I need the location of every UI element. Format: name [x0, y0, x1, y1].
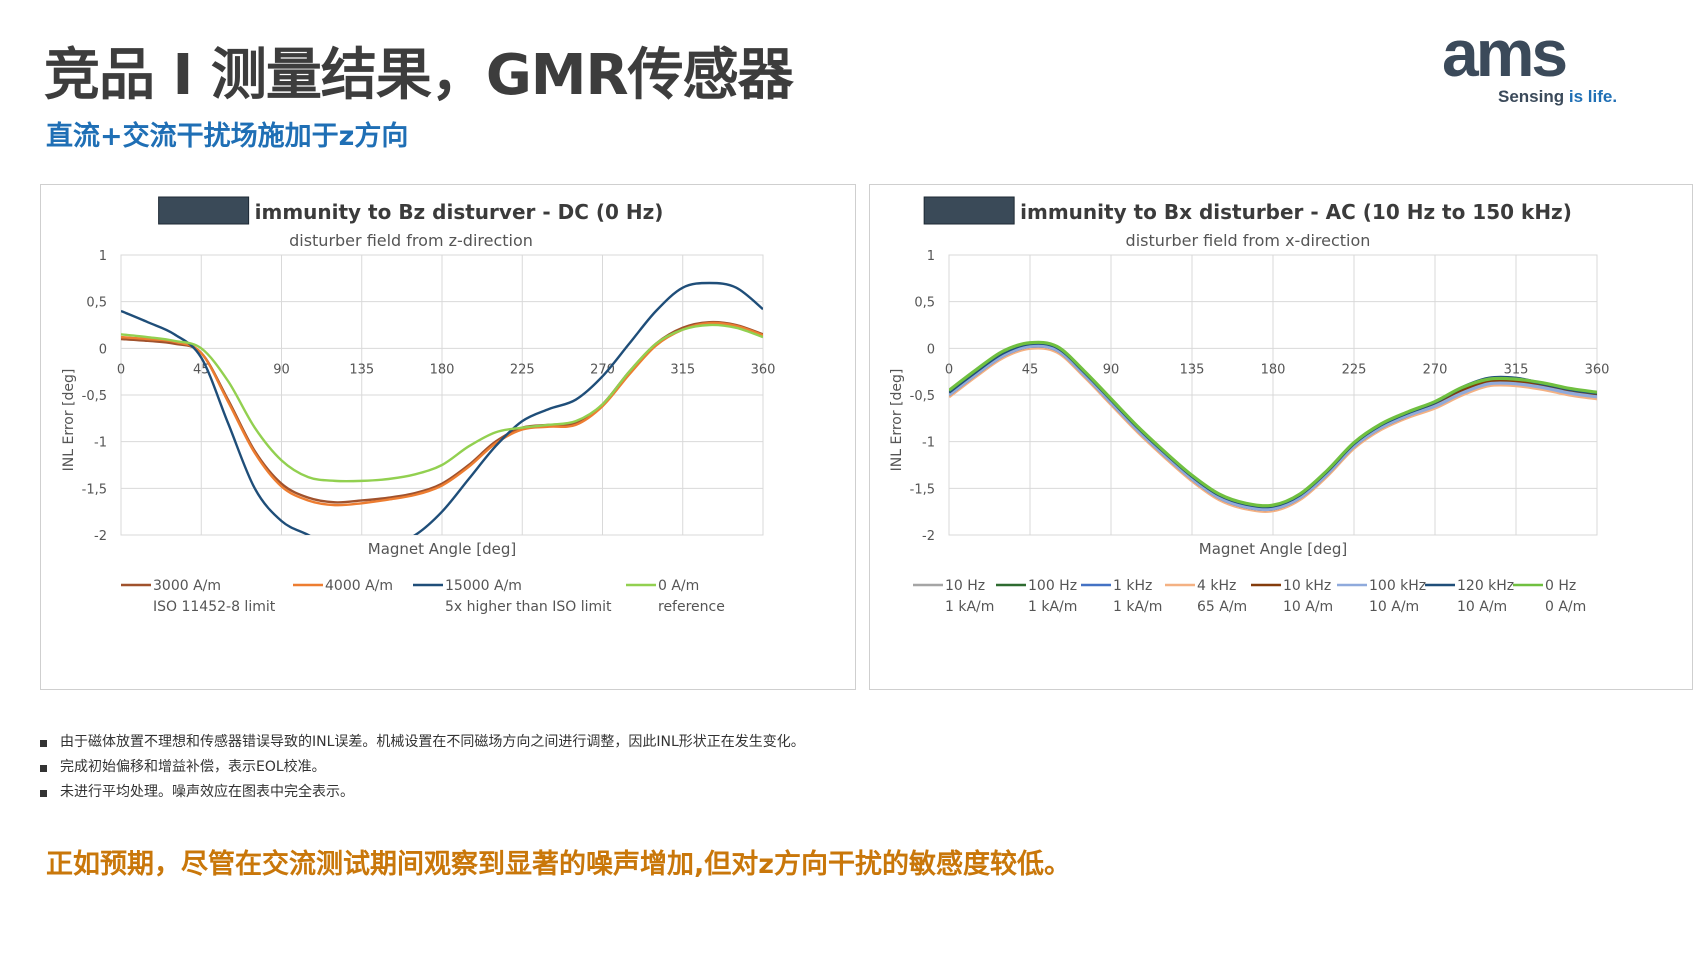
legend-label: 120 kHz [1457, 578, 1514, 594]
legend-note: 5x higher than ISO limit [445, 599, 612, 615]
x-tick-label: 0 [117, 362, 125, 377]
x-tick-label: 270 [590, 362, 615, 377]
series-line [949, 340, 1597, 508]
bullet-list: 由于磁体放置不理想和传感器错误导致的INL误差。机械设置在不同磁场方向之间进行调… [40, 730, 805, 805]
x-axis-label: Magnet Angle [deg] [368, 540, 516, 558]
chart-subtitle: disturber field from z-direction [289, 231, 533, 250]
series-line [949, 346, 1597, 513]
x-tick-label: 135 [1180, 362, 1205, 377]
y-tick-label: -0,5 [82, 389, 107, 404]
x-tick-label: 0 [945, 362, 953, 377]
legend-note: 1 kA/m [1113, 599, 1162, 615]
y-tick-label: -0,5 [910, 389, 935, 404]
x-tick-label: 180 [430, 362, 455, 377]
logo-tagline: Sensing is life. [1498, 87, 1617, 106]
y-tick-label: -2 [94, 529, 107, 544]
legend-note: 1 kA/m [1028, 599, 1077, 615]
logo-tagline-part2: is life. [1569, 87, 1617, 106]
legend-note: reference [658, 599, 725, 615]
bullet-item: 由于磁体放置不理想和传感器错误导致的INL误差。机械设置在不同磁场方向之间进行调… [40, 730, 805, 755]
x-tick-label: 315 [670, 362, 695, 377]
legend-label: 3000 A/m [153, 578, 221, 594]
gridlines [120, 254, 764, 536]
series-line [121, 321, 763, 507]
redacted-box [923, 196, 1015, 225]
x-tick-label: 315 [1504, 362, 1529, 377]
series-line [121, 323, 763, 483]
x-tick-label: 90 [273, 362, 290, 377]
legend-label: 0 Hz [1545, 578, 1576, 594]
x-tick-label: 270 [1423, 362, 1448, 377]
gridlines [948, 254, 1598, 536]
y-tick-label: -1,5 [82, 482, 107, 497]
legend-note: ISO 11452-8 limit [153, 599, 276, 615]
y-tick-label: 0 [99, 342, 107, 357]
x-tick-label: 360 [751, 362, 776, 377]
logo-wordmark: ams [1442, 24, 1565, 90]
y-tick-label: 1 [99, 249, 107, 264]
y-tick-label: 0 [927, 342, 935, 357]
x-tick-label: 45 [1022, 362, 1039, 377]
chart-title: immunity to Bx disturber - AC (10 Hz to … [1020, 200, 1572, 224]
y-tick-label: 0,5 [914, 296, 935, 311]
legend-label: 15000 A/m [445, 578, 522, 594]
x-axis-label: Magnet Angle [deg] [1199, 540, 1347, 558]
chart-subtitle: disturber field from x-direction [1126, 231, 1371, 250]
page-title: 竞品 I 测量结果，GMR传感器 [44, 43, 794, 108]
page-subtitle: 直流+交流干扰场施加于z方向 [46, 121, 409, 152]
y-axis-label: INL Error [deg] [889, 369, 905, 472]
legend-label: 100 Hz [1028, 578, 1077, 594]
chart-dc-svg: immunity to Bz disturver - DC (0 Hz) dist… [61, 196, 776, 615]
legend-label: 4 kHz [1197, 578, 1236, 594]
legend-note: 1 kA/m [945, 599, 994, 615]
legend-note: 65 A/m [1197, 599, 1247, 615]
logo-tagline-part1: Sensing [1498, 87, 1569, 106]
x-tick-label: 225 [1342, 362, 1367, 377]
legend-label: 100 kHz [1369, 578, 1426, 594]
legend-note: 0 A/m [1545, 599, 1586, 615]
legend-label: 10 kHz [1283, 578, 1331, 594]
y-axis-label: INL Error [deg] [61, 369, 77, 472]
y-tick-label: -1 [922, 436, 935, 451]
y-tick-label: -1,5 [910, 482, 935, 497]
y-tick-label: -1 [94, 436, 107, 451]
y-tick-label: 0,5 [86, 296, 107, 311]
chart-dc-frame: immunity to Bz disturver - DC (0 Hz) dist… [40, 184, 856, 690]
y-tick-label: -2 [922, 529, 935, 544]
conclusion-text: 正如预期，尽管在交流测试期间观察到显著的噪声增加,但对z方向干扰的敏感度较低。 [46, 849, 1071, 880]
x-tick-label: 135 [349, 362, 374, 377]
chart-ac-svg: immunity to Bx disturber - AC (10 Hz to … [889, 196, 1610, 615]
chart-ac-frame: immunity to Bx disturber - AC (10 Hz to … [869, 184, 1693, 690]
redacted-box [158, 196, 250, 225]
legend-label: 0 A/m [658, 578, 699, 594]
legend-note: 10 A/m [1369, 599, 1419, 615]
x-tick-label: 360 [1585, 362, 1610, 377]
legend-note: 10 A/m [1283, 599, 1333, 615]
legend-label: 1 kHz [1113, 578, 1152, 594]
series-line [121, 281, 763, 535]
x-tick-label: 180 [1261, 362, 1286, 377]
chart-title: immunity to Bz disturver - DC (0 Hz) [255, 200, 664, 224]
plot-area [120, 254, 764, 536]
legend-label: 4000 A/m [325, 578, 393, 594]
series-line [949, 344, 1597, 512]
x-tick-label: 225 [510, 362, 535, 377]
legend-note: 10 A/m [1457, 599, 1507, 615]
bullet-item: 完成初始偏移和增益补偿，表示EOL校准。 [40, 755, 805, 780]
ams-logo: ams Sensing is life. [1442, 24, 1617, 106]
legend-label: 10 Hz [945, 578, 985, 594]
bullet-item: 未进行平均处理。噪声效应在图表中完全表示。 [40, 780, 805, 805]
y-tick-label: 1 [927, 249, 935, 264]
x-tick-label: 90 [1103, 362, 1120, 377]
